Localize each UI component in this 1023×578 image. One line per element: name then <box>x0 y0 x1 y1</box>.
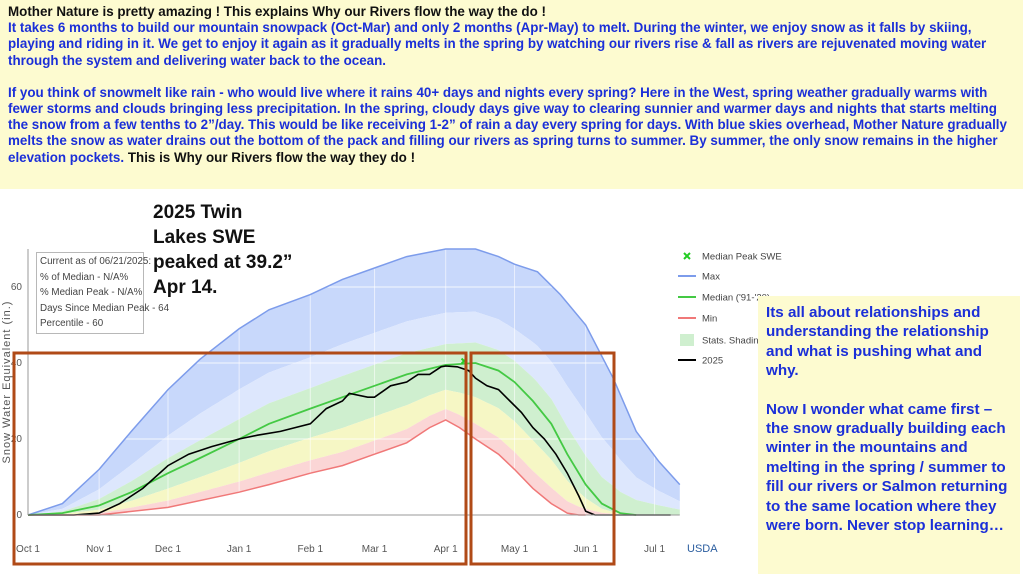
snow-water-equivalent-chart: 0 20 40 60 Oct 1 Nov 1 Dec 1 Jan 1 Feb 1 Mar 1 Apr… <box>1 248 782 566</box>
series-line-median <box>27 362 637 516</box>
commentary-paragraph-2: Now I wonder what came first – the snow … <box>766 400 1008 535</box>
y-tick-label: 20 <box>11 434 23 445</box>
peak-annotation: 2025 Twin Lakes SWE peaked at 39.2” Apr … <box>153 202 293 298</box>
y-axis-label: Snow Water Equivalent (in.) <box>1 301 13 464</box>
highlight-boxes <box>12 351 616 566</box>
x-tick-label: Mar 1 <box>362 544 388 555</box>
chart-legend: Median Peak SWE Max Median ('91-'20) Min Sta… <box>678 252 782 367</box>
x-tick-label: Jul 1 <box>644 544 666 555</box>
commentary-paragraph-1: Its all about relationships and understa… <box>766 304 989 380</box>
current-status-box: Current as of 06/21/2025: % of Median - … <box>36 252 170 334</box>
intro-closing: This is Why our Rivers flow the way they… <box>127 149 416 165</box>
legend-label: 2025 <box>702 356 723 367</box>
series-line-min <box>28 419 586 516</box>
commentary-panel: Its all about relationships and understa… <box>758 296 1020 574</box>
legend-label: Min <box>702 314 717 325</box>
legend-label: Median Peak SWE <box>702 252 782 263</box>
chart-axes: 0 20 40 60 Oct 1 Nov 1 Dec 1 Jan 1 Feb 1 Mar 1 Apr… <box>1 249 680 555</box>
status-line-days-since-peak: Days Since Median Peak - 64 <box>40 302 170 314</box>
x-tick-label: Dec 1 <box>155 544 182 555</box>
intro-paragraph-2: If you think of snowmelt like rain - who… <box>8 85 1015 166</box>
legend-symbol <box>683 252 691 260</box>
status-line-date: Current as of 06/21/2025: <box>40 256 152 267</box>
x-tick-label: Apr 1 <box>434 544 458 555</box>
y-tick-label: 60 <box>11 282 23 293</box>
melt-highlight-box <box>469 351 616 566</box>
accumulation-highlight-box <box>12 351 468 566</box>
band-upper <box>28 249 680 515</box>
legend-label: Max <box>702 272 720 283</box>
x-tick-label: Jun 1 <box>573 544 598 555</box>
series-line-2025 <box>28 365 671 516</box>
intro-panel: Mother Nature is pretty amazing ! This e… <box>0 0 1023 189</box>
usda-logo: USDA <box>687 543 718 555</box>
intro-paragraph-2-text: If you think of snowmelt like rain - who… <box>8 84 1007 165</box>
status-line-percent-median-peak: % Median Peak - N/A% <box>40 287 143 298</box>
x-tick-label: May 1 <box>501 544 529 555</box>
intro-headline: Mother Nature is pretty amazing ! This e… <box>8 4 546 19</box>
usda-logo-text: USDA <box>687 543 718 555</box>
x-tick-label: Feb 1 <box>297 544 323 555</box>
x-tick-label: Jan 1 <box>227 544 252 555</box>
status-line-percentile: Percentile - 60 <box>40 318 104 329</box>
status-line-percent-median: % of Median - N/A% <box>40 271 129 283</box>
legend-label: Median ('91-'20) <box>702 293 770 304</box>
intro-paragraph-1: It takes 6 months to build our mountain … <box>8 20 987 68</box>
x-tick-label: Nov 1 <box>86 544 113 555</box>
legend-label: Stats. Shading <box>702 336 764 347</box>
x-tick-label: Oct 1 <box>16 544 40 555</box>
series-line-max <box>27 248 681 516</box>
y-tick-label: 40 <box>11 358 23 369</box>
legend-symbol <box>680 334 694 346</box>
y-tick-label: 0 <box>16 510 22 521</box>
band-lower-mid <box>28 389 680 515</box>
chart-lines <box>27 248 681 516</box>
